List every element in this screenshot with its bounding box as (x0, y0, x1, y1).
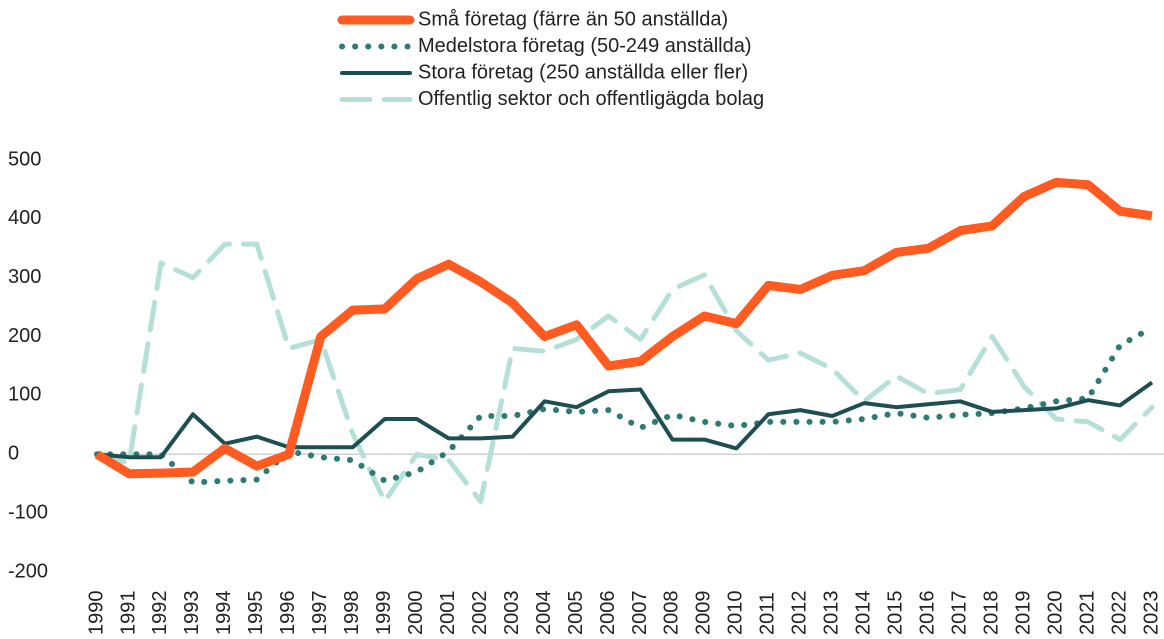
x-tick-label: 1993 (181, 591, 203, 636)
x-tick-label: 1992 (149, 591, 171, 636)
x-tick-label: 2018 (980, 591, 1002, 636)
x-tick-label: 2005 (565, 591, 587, 636)
y-tick-label: 0 (8, 443, 19, 465)
x-tick-label: 2023 (1140, 591, 1162, 636)
x-tick-label: 2001 (437, 591, 459, 636)
x-tick-label: 2011 (757, 592, 779, 635)
x-tick-label: 2003 (501, 591, 523, 636)
legend-label: Offentlig sektor och offentligägda bolag (418, 88, 764, 110)
x-tick-label: 2017 (948, 591, 970, 636)
x-tick-label: 2019 (1012, 591, 1034, 636)
y-tick-label: -200 (8, 560, 48, 582)
y-tick-label: 500 (8, 148, 41, 170)
y-tick-label: 300 (8, 266, 41, 288)
legend-label: Små företag (färre än 50 anställda) (418, 8, 728, 30)
x-tick-label: 2022 (1108, 591, 1130, 636)
y-tick-label: -100 (8, 501, 48, 523)
series-line (94, 324, 1155, 486)
series-line (94, 177, 1153, 479)
x-tick-label: 2012 (789, 591, 811, 636)
x-tick-label: 2014 (853, 591, 875, 636)
legend-label: Medelstora företag (50-249 anställda) (418, 35, 752, 57)
y-tick-label: 400 (8, 207, 41, 229)
x-tick-label: 2006 (597, 591, 619, 636)
x-tick-label: 1999 (373, 591, 395, 636)
x-tick-label: 2007 (629, 591, 651, 636)
series-line (94, 241, 1155, 504)
y-tick-label: 200 (8, 325, 41, 347)
legend-label: Stora företag (250 anställda eller fler) (418, 61, 748, 83)
x-tick-label: 2009 (693, 591, 715, 636)
x-tick-label: 1991 (117, 591, 139, 636)
x-tick-label: 1996 (277, 591, 299, 636)
x-tick-label: 1998 (341, 591, 363, 636)
x-tick-label: 2010 (725, 591, 747, 636)
x-tick-label: 2004 (533, 591, 555, 636)
series-line (96, 380, 1154, 460)
x-tick-label: 2021 (1076, 591, 1098, 636)
x-tick-label: 2008 (661, 591, 683, 636)
x-tick-label: 2000 (405, 591, 427, 636)
x-tick-label: 1997 (309, 591, 331, 636)
x-tick-label: 2020 (1044, 591, 1066, 636)
x-tick-label: 1995 (245, 591, 267, 636)
x-tick-label: 2015 (885, 591, 907, 636)
x-tick-label: 1994 (213, 591, 235, 636)
x-tick-label: 2013 (821, 591, 843, 636)
x-tick-label: 1990 (85, 591, 107, 636)
y-tick-label: 100 (8, 384, 41, 406)
x-tick-label: 2002 (469, 591, 491, 636)
x-tick-label: 2016 (916, 591, 938, 636)
